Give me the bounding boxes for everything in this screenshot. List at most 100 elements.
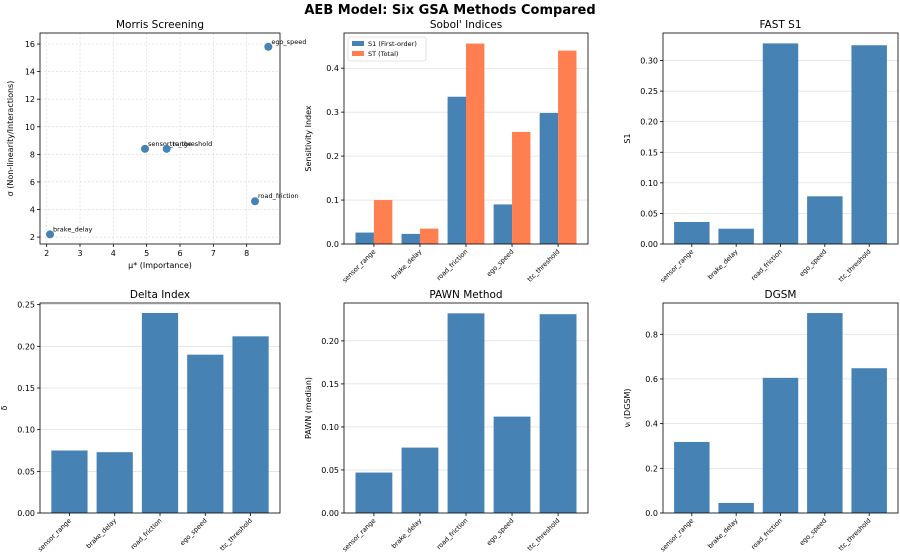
bar-ttc-threshold [851,45,887,244]
y-tick-label: 4 [30,206,35,215]
x-tick-label: sensor_range [659,517,696,554]
figure-title: AEB Model: Six GSA Methods Compared [304,3,595,18]
axes-frame [343,302,589,514]
y-tick-label: 0.20 [17,342,35,351]
bar-ttc-threshold [539,314,577,513]
subplot-1: Morris Screening 2 4 6 8 10 12 14 16 σ (Non-linea… [6,19,306,270]
y-tick-label: 10 [25,123,35,132]
x-axis-label: μ* (Importance) [128,261,192,270]
x-tick-label: ego_speed [178,517,208,547]
x-tick-label: 2 [44,249,49,258]
bar-road-friction [762,43,799,245]
bar-brake-delay-s1 [401,233,420,244]
x-tick-label: brake_delay [390,248,424,282]
y-tick-label: 0.00 [321,509,339,518]
bar-ttc-threshold-s1 [539,113,559,244]
legend: S1 (First-order) ST (Total) [347,36,427,62]
y-tick-label: 0.00 [640,240,658,249]
data-point-road-friction [251,197,259,206]
y-tick-label: 0.0 [326,240,339,249]
y-tick-label: 0.2 [326,152,339,161]
subplot-title: Sobol' Indices [430,19,502,31]
bar-sensor-range-s2 [373,200,393,244]
bar-road-friction-s2 [466,43,485,244]
bar-sensor-range [674,441,710,513]
legend-box [347,36,427,62]
y-tick-label: 0.20 [640,118,658,127]
x-tick-label: ego_speed [798,517,828,547]
y-axis-label: σ (Non-linearity/Interactions) [6,81,15,197]
x-tick-label: ttc_threshold [218,517,254,553]
y-tick-label: 0.1 [326,196,339,205]
bar-brake-delay [96,452,133,513]
x-tick-label: ttc_threshold [526,248,562,284]
x-tick-label: brake_delay [706,517,740,551]
bar-ego-speed [807,196,843,244]
subplot-title: Morris Screening [116,19,204,31]
data-point-brake-delay [46,230,54,239]
bar-road-friction-s1 [447,96,466,244]
x-tick-label: road_friction [129,517,163,551]
point-label: sensor_range [148,140,192,148]
y-tick-label: 0.4 [326,64,339,73]
y-tick-label: 0.05 [17,467,35,476]
y-tick-label: 0.4 [645,420,658,429]
bar-brake-delay [401,447,439,513]
y-tick-label: 12 [25,95,35,104]
subplot-5: PAWN Method 0.00 0.05 0.10 0.15 0.20 PAWN (med… [304,289,589,553]
bar-brake-delay [718,228,754,244]
bar-ego-speed-s1 [493,204,513,244]
bar-ttc-threshold-s2 [558,50,577,245]
y-tick-label: 0.6 [645,375,658,384]
subplot-title: DGSM [765,289,797,301]
x-tick-label: brake_delay [706,248,740,282]
y-tick-label: 14 [25,68,35,77]
x-tick-label: 3 [77,249,82,258]
y-tick-label: 0.05 [640,209,658,218]
x-tick-label: 6 [177,249,182,258]
y-tick-label: 0.0 [645,509,658,518]
y-tick-label: 0.00 [17,509,35,518]
x-tick-label: ego_speed [798,248,828,278]
y-tick-label: 0.8 [645,330,658,339]
point-label: brake_delay [53,225,92,233]
y-tick-label: 0.3 [326,108,339,117]
x-tick-label: road_friction [749,248,783,282]
subplot-2: Sobol' Indices 0.0 0.1 0.2 0.3 0.4 Sensitivity… [304,19,589,285]
x-tick-label: sensor_range [36,517,73,554]
x-tick-label: brake_delay [85,517,119,551]
axes-frame [39,302,281,514]
bar-ttc-threshold [232,336,269,513]
x-tick-label: 7 [211,249,216,258]
x-tick-label: sensor_range [659,248,696,285]
data-point-ego-speed [264,42,273,51]
y-tick-label: 6 [30,178,35,187]
data-point-sensor-range [141,144,149,153]
y-tick-label: 0.05 [321,466,339,475]
legend-swatch [352,51,364,56]
subplot-6: DGSM 0.0 0.2 0.4 0.6 0.8 νᵢ (DGSM) sensor_range… [623,289,899,554]
y-axis-label: δ [0,405,9,410]
point-label: ttc_threshold [170,140,213,148]
y-tick-label: 0.30 [640,57,658,66]
y-tick-label: 0.25 [640,87,658,96]
x-tick-label: road_friction [435,248,469,282]
y-tick-label: 0.2 [645,464,658,473]
x-tick-label: road_friction [749,517,783,551]
bar-sensor-range [674,221,710,244]
x-tick-label: sensor_range [341,248,378,285]
y-tick-label: 0.20 [321,337,339,346]
bar-road-friction [141,313,179,513]
bar-ego-speed [493,416,531,513]
x-tick-label: 5 [144,249,149,258]
bar-brake-delay [718,502,754,513]
y-axis-label: νᵢ (DGSM) [623,388,632,427]
point-label: ego_speed [271,38,306,46]
axes-frame [343,32,589,245]
bar-sensor-range [51,450,88,513]
subplot-title: PAWN Method [429,289,502,301]
subplot-4: Delta Index 0.00 0.05 0.10 0.15 0.20 0.25 δ sens… [0,289,281,554]
bar-ego-speed-s2 [512,131,531,244]
x-tick-label: ttc_threshold [837,517,873,553]
